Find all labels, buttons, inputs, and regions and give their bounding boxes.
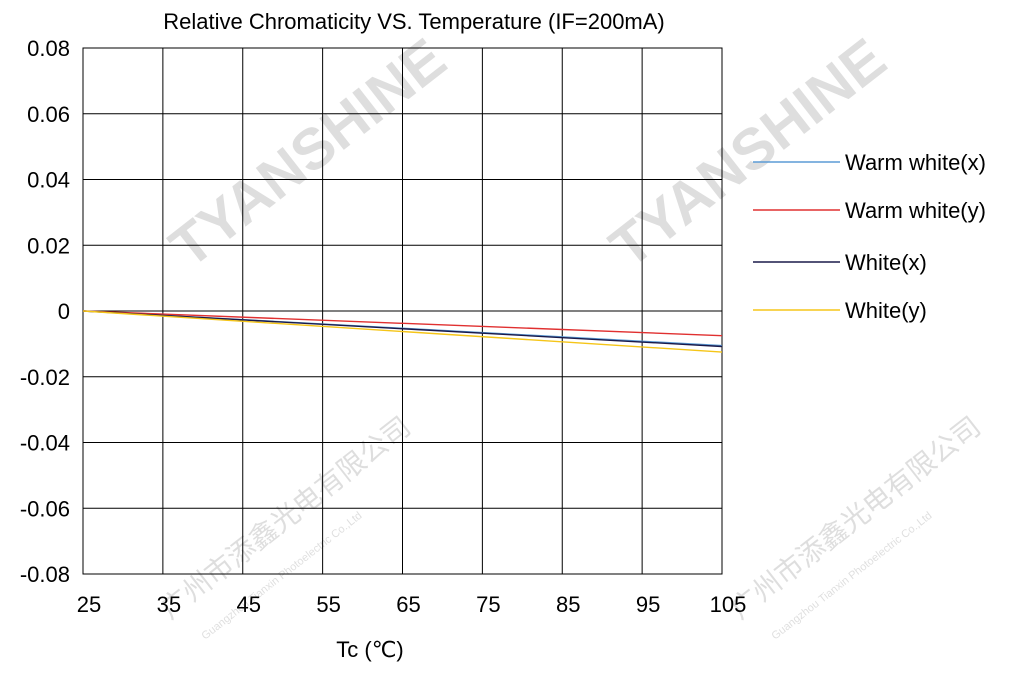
y-tick-label: 0.02 <box>27 233 70 258</box>
series-line-2 <box>82 310 723 337</box>
x-axis-label: Tc (℃) <box>336 637 403 662</box>
grid <box>82 47 723 575</box>
watermark-company-right: 广州市添鑫光电有限公司 <box>725 411 987 625</box>
x-tick-label: 25 <box>77 592 101 617</box>
y-tick-label: -0.08 <box>20 562 70 587</box>
legend: Warm white(x) Warm white(y) White(x) White(… <box>753 150 986 323</box>
series-line-4 <box>82 310 723 353</box>
x-tick-label: 65 <box>396 592 420 617</box>
x-tick-label: 45 <box>237 592 261 617</box>
x-tick-label: 55 <box>316 592 340 617</box>
legend-label-1: Warm white(x) <box>845 150 986 175</box>
series-line-3 <box>82 310 723 348</box>
watermark-brand-left: TYANSHINE <box>158 26 458 280</box>
x-tick-label: 85 <box>556 592 580 617</box>
y-tick-label: 0.08 <box>27 36 70 61</box>
y-tick-label: -0.06 <box>20 496 70 521</box>
x-tick-label: 75 <box>476 592 500 617</box>
x-tick-label: 95 <box>636 592 660 617</box>
legend-label-3: White(x) <box>845 250 927 275</box>
y-axis-ticks: 0.08 0.06 0.04 0.02 0 -0.02 -0.04 -0.06 -0.08 <box>20 36 70 587</box>
y-tick-label: 0 <box>58 299 70 324</box>
x-tick-label: 105 <box>710 592 747 617</box>
y-tick-label: 0.04 <box>27 168 70 193</box>
legend-label-2: Warm white(y) <box>845 198 986 223</box>
chart-title: Relative Chromaticity VS. Temperature (I… <box>163 9 665 34</box>
y-tick-label: -0.04 <box>20 431 70 456</box>
y-tick-label: 0.06 <box>27 102 70 127</box>
x-axis-ticks: 25 35 45 55 65 75 85 95 105 <box>77 592 747 617</box>
x-tick-label: 35 <box>157 592 181 617</box>
series-lines <box>82 310 723 353</box>
y-tick-label: -0.02 <box>20 365 70 390</box>
legend-label-4: White(y) <box>845 298 927 323</box>
watermark-layer: TYANSHINE TYANSHINE 广州市添鑫光电有限公司 广州市添鑫光电有… <box>155 26 987 642</box>
